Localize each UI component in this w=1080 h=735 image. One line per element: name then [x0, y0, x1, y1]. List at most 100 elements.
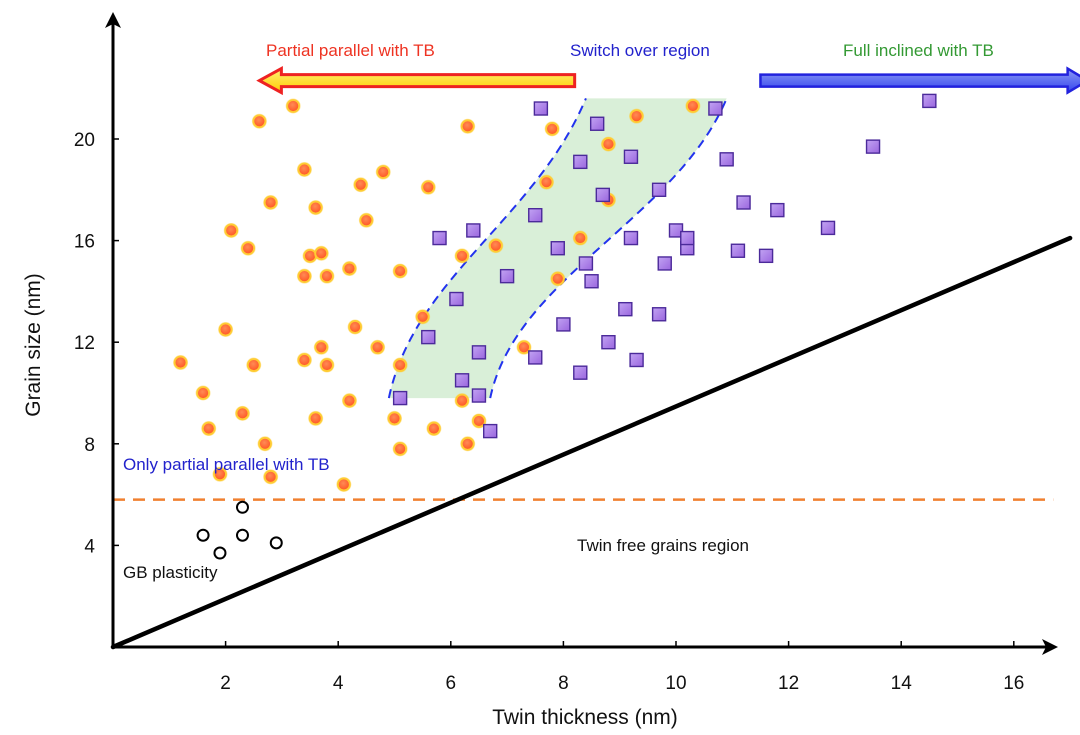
x-tick-label: 8	[558, 673, 569, 694]
data-point-circle	[550, 271, 565, 286]
data-point-square	[730, 243, 746, 258]
data-point-square	[471, 388, 487, 403]
data-point-circle	[213, 467, 227, 482]
data-point-circle	[415, 309, 430, 324]
data-point-circle	[393, 358, 408, 372]
reference-lines-layer	[110, 235, 1073, 650]
data-point-circle	[601, 137, 616, 151]
data-point-square	[466, 223, 481, 238]
data-point-circle	[517, 340, 531, 355]
switch-over-label: Switch over region	[570, 41, 710, 60]
data-point-square	[483, 423, 498, 439]
y-tick-label: 4	[84, 536, 95, 557]
x-tick-label: 4	[333, 673, 344, 694]
data-point-circle	[427, 421, 441, 436]
data-point-square	[449, 291, 464, 307]
data-point-circle	[455, 393, 469, 408]
switch-region-left-edge	[387, 97, 587, 399]
data-point-square	[528, 350, 543, 365]
data-point-square	[618, 301, 633, 317]
x-tick-label: 10	[665, 673, 686, 694]
data-point-square	[629, 352, 644, 368]
data-point-square	[533, 101, 549, 116]
data-point-square	[922, 93, 937, 109]
data-point-square	[421, 329, 436, 345]
data-point-circle	[320, 358, 334, 372]
x-tick-label: 16	[1003, 673, 1024, 694]
data-point-circle	[297, 353, 312, 367]
data-point-circle	[218, 322, 233, 337]
x-axis-arrowhead	[1042, 639, 1058, 655]
twin-free-label: Twin free grains region	[577, 536, 749, 555]
data-point-square	[589, 116, 605, 131]
data-point-circle	[314, 246, 329, 261]
data-point-circle	[201, 421, 216, 436]
x-tick-label: 12	[778, 673, 799, 694]
data-point-circle	[393, 441, 408, 456]
data-point-circle	[336, 477, 351, 492]
data-point-open-circle	[196, 528, 210, 542]
data-point-circle	[685, 99, 700, 113]
data-point-circle	[460, 119, 475, 134]
data-point-circle	[241, 241, 256, 256]
y-tick-label: 16	[74, 232, 95, 253]
data-point-circle	[246, 358, 261, 372]
data-point-square	[454, 373, 470, 388]
data-point-square	[578, 256, 594, 271]
data-point-circle	[376, 165, 391, 179]
data-point-circle	[460, 436, 475, 451]
data-point-square	[623, 149, 639, 164]
data-point-circle	[235, 406, 250, 421]
full-inclined-arrow	[759, 66, 1080, 95]
gb-plasticity-label: GB plasticity	[123, 563, 218, 582]
data-point-circle	[297, 269, 312, 284]
data-point-circle	[224, 223, 239, 238]
data-point-square	[865, 139, 881, 154]
data-point-square	[820, 220, 836, 236]
y-axis-arrowhead	[105, 12, 121, 28]
data-point-square	[556, 317, 571, 332]
data-point-circle	[573, 231, 588, 245]
data-point-open-circle	[213, 546, 227, 560]
data-point-circle	[263, 195, 278, 210]
data-point-circle	[348, 320, 362, 334]
data-point-circle	[421, 180, 436, 195]
data-point-square	[719, 152, 734, 167]
data-point-circle	[297, 162, 312, 177]
data-point-circle	[359, 213, 374, 228]
data-point-open-circle	[235, 500, 249, 514]
data-point-square	[708, 101, 723, 116]
switch-region-right-edge	[489, 97, 728, 399]
data-point-square	[528, 207, 543, 223]
data-point-square	[680, 230, 695, 246]
partial-parallel-arrow	[256, 66, 577, 96]
full-inclined-label: Full inclined with TB	[843, 41, 994, 60]
data-point-circle	[263, 469, 278, 484]
data-point-circle	[393, 264, 408, 278]
data-point-square	[651, 182, 667, 198]
data-point-circle	[196, 386, 210, 400]
y-axis-title: Grain size (nm)	[22, 273, 45, 417]
data-point-circle	[320, 269, 334, 284]
data-point-circle	[308, 200, 323, 215]
data-point-circle	[545, 121, 560, 136]
data-point-circle	[488, 238, 503, 253]
x-tick-label: 2	[220, 673, 231, 694]
data-point-circle	[629, 109, 644, 124]
y-tick-label: 8	[84, 435, 95, 456]
data-point-square	[668, 223, 684, 238]
data-point-open-circle	[269, 536, 283, 550]
data-point-circle	[308, 411, 323, 426]
data-point-square	[573, 154, 588, 170]
data-point-square	[499, 268, 515, 284]
data-point-square	[651, 307, 667, 322]
data-point-square	[432, 230, 447, 246]
data-point-square	[550, 241, 565, 256]
data-point-square	[770, 202, 785, 218]
data-point-square	[471, 345, 487, 360]
data-point-square	[736, 195, 751, 210]
arrows-layer	[256, 66, 1080, 96]
x-tick-label: 14	[891, 673, 913, 694]
